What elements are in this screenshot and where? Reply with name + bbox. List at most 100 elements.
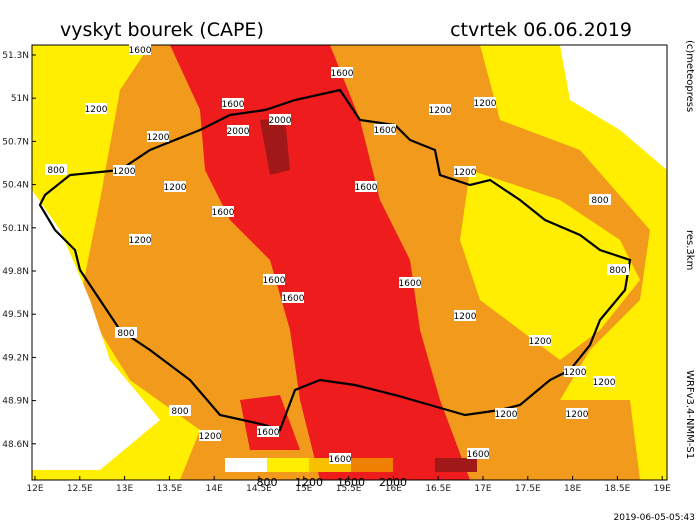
contour-label: 1200 [164,183,187,193]
contour-label-bg [474,97,496,108]
legend-label: 1600 [337,476,365,489]
contour-label: 1200 [129,236,152,246]
lat-label: 49.2N [2,353,29,363]
contour-label: 1600 [129,46,152,56]
contour-label: 1600 [212,208,235,218]
lon-label: 18E [564,484,581,494]
contour-label: 1200 [454,168,477,178]
contour-label: 1200 [199,432,222,442]
contour-label-bg [355,181,377,192]
contour-label-bg [282,292,304,303]
contour-label-bg [593,376,615,387]
contour-label-bg [169,405,191,416]
timestamp: 2019-06-05-05:43 [614,513,696,523]
contour-label-bg [566,408,588,419]
lon-label: 18.5E [605,484,631,494]
contour-label: 1600 [329,455,352,465]
lat-label: 51N [11,94,29,104]
contour-label: 800 [47,166,64,176]
contour-label: 1200 [495,410,518,420]
contour-label-bg [454,166,476,177]
contour-label: 1200 [147,133,170,143]
contour-label: 1600 [355,183,378,193]
map-frame [31,44,668,481]
lat-label: 49.8N [2,267,29,277]
lon-label: 12.5E [67,484,93,494]
contour-label: 1200 [529,337,552,347]
contour-label: 800 [171,407,188,417]
contour-label-bg [374,124,396,135]
contour-label: 800 [591,196,608,206]
lon-label: 16E [385,484,402,494]
contour-label: 1600 [374,126,397,136]
contour-label: 800 [609,266,626,276]
contour-label: 1600 [399,279,422,289]
contour-label: 1200 [593,378,616,388]
lon-label: 19E [654,484,671,494]
lat-label: 48.9N [2,397,29,407]
lat-label: 50.7N [2,137,29,147]
lon-label: 16.5E [425,484,451,494]
contour-label-bg [164,181,186,192]
contour-label: 1200 [566,410,589,420]
lat-label: 49.5N [2,310,29,320]
contour-label-bg [329,453,351,464]
contour-label-bg [607,264,629,275]
date: ctvrtek 06.06.2019 [450,19,632,41]
contour-label-bg [257,426,279,437]
cape-field [32,45,667,480]
contour-label: 1200 [454,312,477,322]
contour-label-bg [495,408,517,419]
legend-label: 1200 [295,476,323,489]
contour-label: 1600 [263,276,286,286]
lon-label: 17E [474,484,491,494]
legend [225,458,477,472]
legend-label: 2000 [379,476,407,489]
legend-label: 800 [257,476,278,489]
contour-label: 1200 [429,106,452,116]
contour-label-bg [222,98,244,109]
lon-label: 17.5E [515,484,541,494]
contour-label-bg [589,194,611,205]
contour-label-bg [199,430,221,441]
contour-label: 1600 [467,450,490,460]
lat-label: 50.1N [2,224,29,234]
title: vyskyt bourek (CAPE) [60,19,264,41]
contour-label-bg [129,44,151,55]
lon-label: 14E [206,484,223,494]
lat-label: 51.3N [2,51,29,61]
lat-label: 50.4N [2,181,29,191]
contour-label-bg [227,125,249,136]
model: WRFv3.4-NMM-S1 [684,370,695,459]
contour-label-bg [212,206,234,217]
contour-label-bg [85,103,107,114]
contour-label: 1200 [564,368,587,378]
contour-label-bg [263,274,285,285]
contour-label-bg [454,310,476,321]
lon-label: 12E [26,484,43,494]
contour-label-bg [429,104,451,115]
contour-label-bg [147,131,169,142]
contour-label: 2000 [269,116,292,126]
contour-label: 1600 [257,428,280,438]
contour-label: 1600 [222,100,245,110]
lat-label: 48.6N [2,440,29,450]
contour-label-bg [331,67,353,78]
contour-label-bg [564,366,586,377]
lon-label: 14.5E [246,484,272,494]
lon-label: 13E [116,484,133,494]
contour-label-bg [399,277,421,288]
contour-label-bg [45,164,67,175]
resolution: res.3km [684,230,695,270]
contour-label: 1600 [282,294,305,304]
contour-label-bg [113,165,135,176]
contour-label-bg [115,327,137,338]
contour-label-bg [529,335,551,346]
lon-label: 13.5E [157,484,183,494]
contour-label: 1200 [113,167,136,177]
contour-label-bg [129,234,151,245]
contour-label-bg [269,114,291,125]
lon-label: 15E [295,484,312,494]
